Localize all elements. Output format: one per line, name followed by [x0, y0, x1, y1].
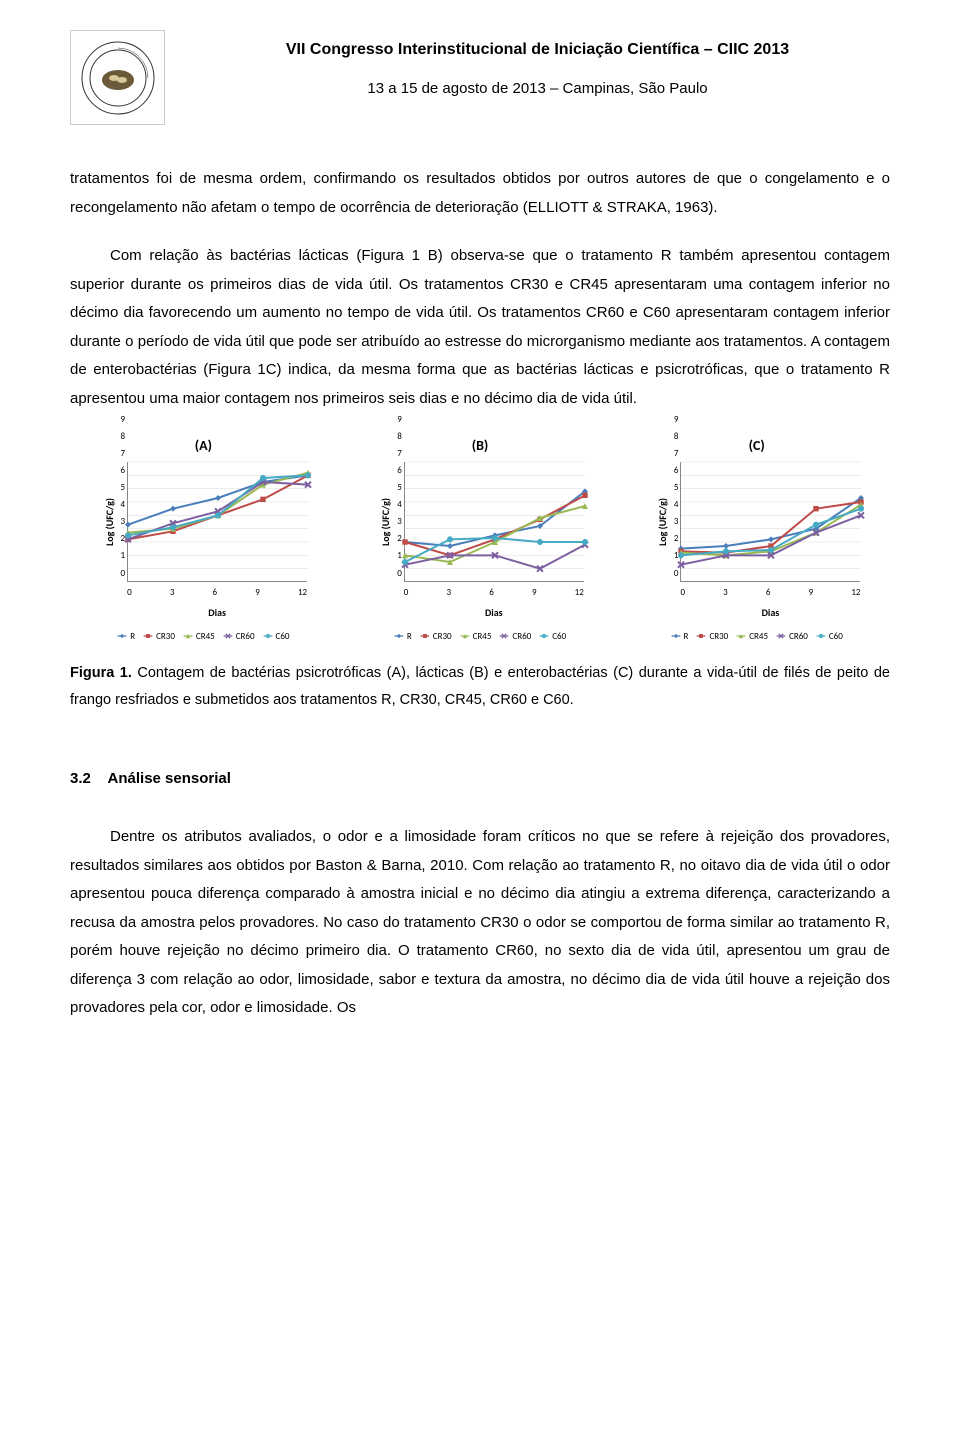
- page-header: VII Congresso Interinstitucional de Inic…: [70, 30, 890, 125]
- chart-title: (B): [472, 433, 489, 460]
- plot-area: [127, 462, 307, 582]
- legend: R CR30 CR45 CR60 C60: [370, 628, 590, 645]
- x-ticks: 036912: [127, 584, 307, 601]
- chart-a: (A) Log (UFC/g)0123456789036912 Dias R CR30 C…: [70, 433, 337, 645]
- x-axis-label: Dias: [208, 603, 226, 622]
- legend: R CR30 CR45 CR60 C60: [93, 628, 313, 645]
- paragraph-3: Dentre os atributos avaliados, o odor e …: [70, 823, 890, 1023]
- plot-area: [680, 462, 860, 582]
- y-ticks: 0123456789: [397, 462, 402, 582]
- paragraph-2: Com relação às bactérias lácticas (Figur…: [70, 242, 890, 413]
- y-ticks: 0123456789: [121, 462, 126, 582]
- x-ticks: 036912: [404, 584, 584, 601]
- legend-item-cr60: CR60: [223, 628, 255, 645]
- congress-title: VII Congresso Interinstitucional de Inic…: [185, 35, 890, 65]
- legend-item-cr45: CR45: [460, 628, 492, 645]
- legend-item-c60: C60: [263, 628, 290, 645]
- legend-item-cr30: CR30: [143, 628, 175, 645]
- congress-dates: 13 a 15 de agosto de 2013 – Campinas, Sã…: [185, 75, 890, 104]
- legend-item-cr45: CR45: [736, 628, 768, 645]
- x-ticks: 036912: [680, 584, 860, 601]
- chart-b: (B) Log (UFC/g)0123456789036912 Dias R CR30 C…: [347, 433, 614, 645]
- legend: R CR30 CR45 CR60 C60: [647, 628, 867, 645]
- figure-caption-text: Contagem de bactérias psicrotróficas (A)…: [70, 665, 890, 709]
- legend-item-r: R: [394, 628, 412, 645]
- y-axis-label: Log (UFC/g): [376, 498, 395, 546]
- section-title: Análise sensorial: [108, 770, 231, 787]
- congress-logo: [70, 30, 165, 125]
- section-number: 3.2: [70, 770, 91, 787]
- paragraph-1: tratamentos foi de mesma ordem, confirma…: [70, 165, 890, 222]
- header-text: VII Congresso Interinstitucional de Inic…: [185, 30, 890, 104]
- y-ticks: 0123456789: [674, 462, 679, 582]
- figure-1-charts: (A)Log (UFC/g)0123456789036912DiasRCR30C…: [70, 433, 890, 645]
- legend-item-c60: C60: [816, 628, 843, 645]
- y-axis-label: Log (UFC/g): [100, 498, 119, 546]
- chart-c: (C) Log (UFC/g)0123456789036912 Dias R CR30 C…: [623, 433, 890, 645]
- legend-item-cr30: CR30: [420, 628, 452, 645]
- legend-item-r: R: [117, 628, 135, 645]
- section-heading: 3.2 Análise sensorial: [70, 765, 890, 794]
- x-axis-label: Dias: [762, 603, 780, 622]
- figure-label: Figura 1.: [70, 665, 132, 681]
- legend-item-r: R: [671, 628, 689, 645]
- chart-title: (C): [749, 433, 765, 460]
- legend-item-c60: C60: [539, 628, 566, 645]
- x-axis-label: Dias: [485, 603, 503, 622]
- legend-item-cr60: CR60: [776, 628, 808, 645]
- chart-title: (A): [195, 433, 212, 460]
- figure-1-caption: Figura 1. Contagem de bactérias psicrotr…: [70, 660, 890, 715]
- legend-item-cr45: CR45: [183, 628, 215, 645]
- legend-item-cr60: CR60: [499, 628, 531, 645]
- y-axis-label: Log (UFC/g): [653, 498, 672, 546]
- plot-area: [404, 462, 584, 582]
- legend-item-cr30: CR30: [696, 628, 728, 645]
